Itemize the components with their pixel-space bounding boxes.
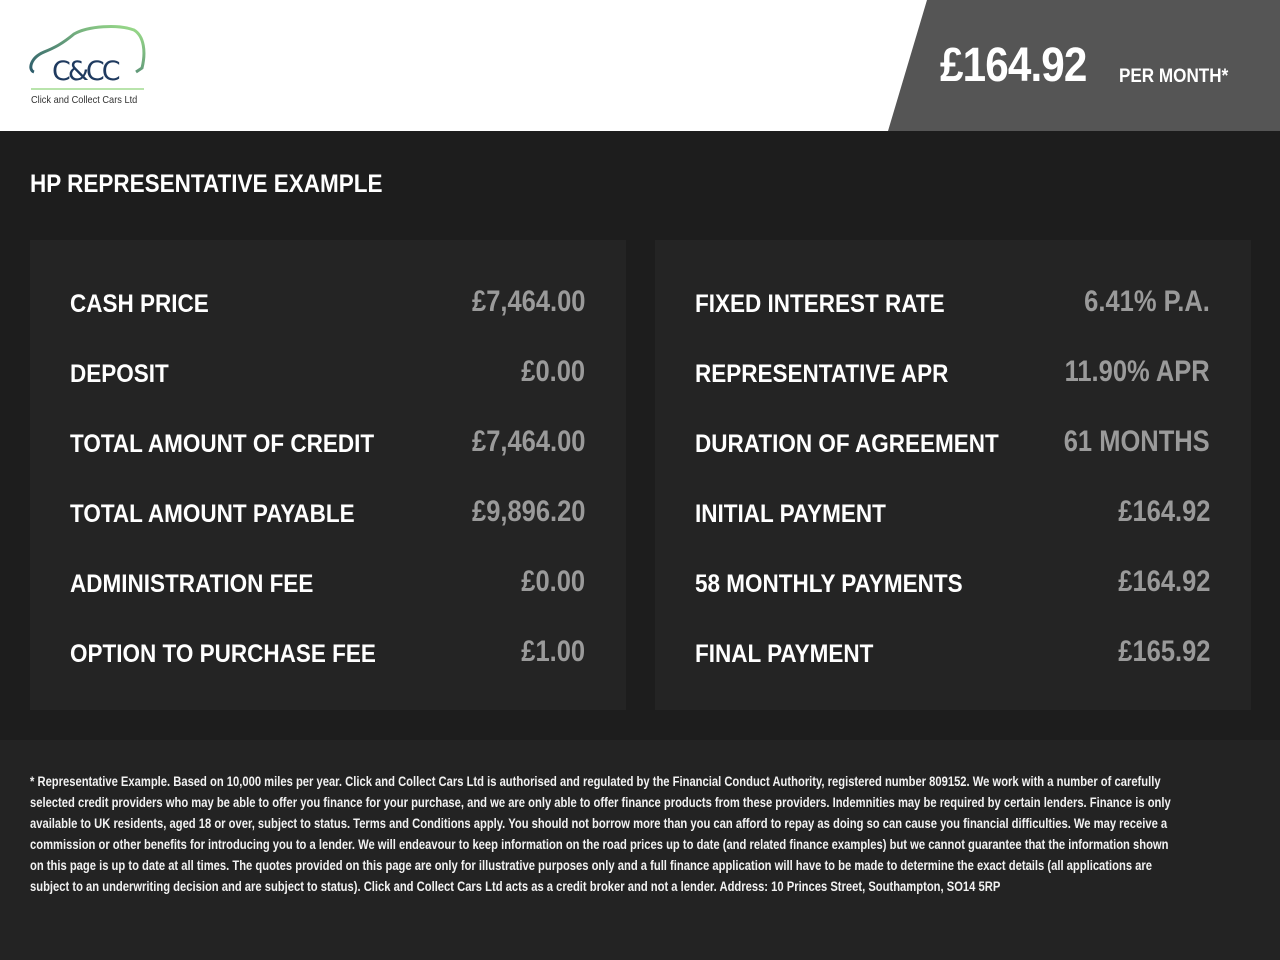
finance-row: ADMINISTRATION FEE £0.00 (30, 565, 626, 635)
finance-row: TOTAL AMOUNT OF CREDIT £7,464.00 (30, 425, 626, 495)
finance-row: TOTAL AMOUNT PAYABLE £9,896.20 (30, 495, 626, 565)
row-value: £0.00 (521, 565, 585, 598)
price-panel (888, 0, 1280, 131)
finance-row: REPRESENTATIVE APR 11.90% APR (655, 355, 1251, 425)
row-value: £165.92 (1117, 635, 1210, 668)
finance-row: FIXED INTEREST RATE 6.41% P.A. (655, 285, 1251, 355)
row-label: FIXED INTEREST RATE (695, 290, 945, 318)
row-value: £0.00 (521, 355, 585, 388)
row-label: FINAL PAYMENT (695, 640, 874, 668)
row-label: DURATION OF AGREEMENT (695, 430, 999, 458)
row-label: TOTAL AMOUNT OF CREDIT (70, 430, 375, 458)
row-label: OPTION TO PURCHASE FEE (70, 640, 376, 668)
finance-row: 58 MONTHLY PAYMENTS £164.92 (655, 565, 1251, 635)
row-label: CASH PRICE (70, 290, 209, 318)
finance-row: FINAL PAYMENT £165.92 (655, 635, 1251, 705)
finance-row: INITIAL PAYMENT £164.92 (655, 495, 1251, 565)
finance-row: DURATION OF AGREEMENT 61 MONTHS (655, 425, 1251, 495)
svg-text:C&CC: C&CC (52, 56, 120, 87)
right-finance-panel: FIXED INTEREST RATE 6.41% P.A. REPRESENTA… (655, 240, 1251, 710)
per-month-label: PER MONTH* (1119, 66, 1229, 87)
left-finance-panel: CASH PRICE £7,464.00 DEPOSIT £0.00 TOTAL A… (30, 240, 626, 710)
page-title: HP REPRESENTATIVE EXAMPLE (30, 170, 383, 198)
row-value: £164.92 (1117, 495, 1210, 528)
finance-row: DEPOSIT £0.00 (30, 355, 626, 425)
finance-row: OPTION TO PURCHASE FEE £1.00 (30, 635, 626, 705)
row-value: £1.00 (521, 635, 585, 668)
row-label: INITIAL PAYMENT (695, 500, 886, 528)
row-label: 58 MONTHLY PAYMENTS (695, 570, 963, 598)
row-label: TOTAL AMOUNT PAYABLE (70, 500, 355, 528)
row-value: £7,464.00 (471, 285, 585, 318)
row-value: £164.92 (1117, 565, 1210, 598)
company-name: Click and Collect Cars Ltd (31, 94, 138, 106)
row-label: REPRESENTATIVE APR (695, 360, 949, 388)
row-value: £7,464.00 (471, 425, 585, 458)
row-label: ADMINISTRATION FEE (70, 570, 314, 598)
row-value: 61 MONTHS (1064, 425, 1210, 458)
disclaimer-text: * Representative Example. Based on 10,00… (30, 774, 1171, 894)
monthly-price: £164.92 (940, 39, 1087, 92)
company-logo: C&CC (29, 25, 146, 90)
footer: * Representative Example. Based on 10,00… (0, 740, 1280, 960)
row-label: DEPOSIT (70, 360, 169, 388)
row-value: 6.41% P.A. (1084, 285, 1210, 318)
finance-row: CASH PRICE £7,464.00 (30, 285, 626, 355)
row-value: 11.90% APR (1064, 355, 1210, 388)
row-value: £9,896.20 (471, 495, 585, 528)
